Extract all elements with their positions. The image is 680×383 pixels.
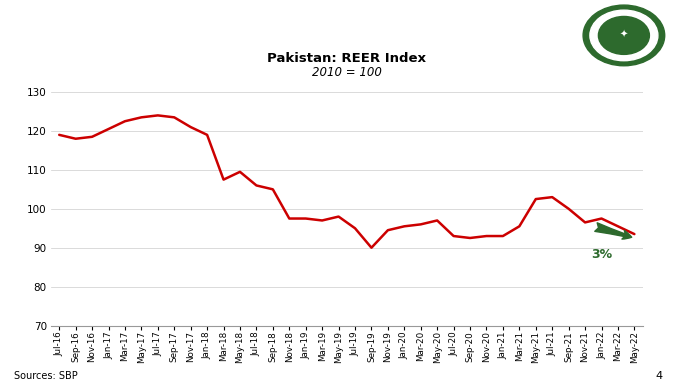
Text: Sources: SBP: Sources: SBP [14,371,78,381]
Circle shape [590,10,658,61]
Circle shape [598,16,649,54]
Text: 3%: 3% [591,249,612,262]
Text: Adjusting for inflation and against Pakistan’s major trading partners, the: Adjusting for inflation and against Paki… [59,13,566,26]
Text: Pakistan: REER Index: Pakistan: REER Index [267,52,426,65]
Text: 4: 4 [656,371,663,381]
Text: 2010 = 100: 2010 = 100 [312,66,381,79]
Circle shape [583,5,664,66]
Text: depreciation of the Rupee has been much more modest: depreciation of the Rupee has been much … [121,43,505,55]
Text: ✦: ✦ [620,29,628,39]
